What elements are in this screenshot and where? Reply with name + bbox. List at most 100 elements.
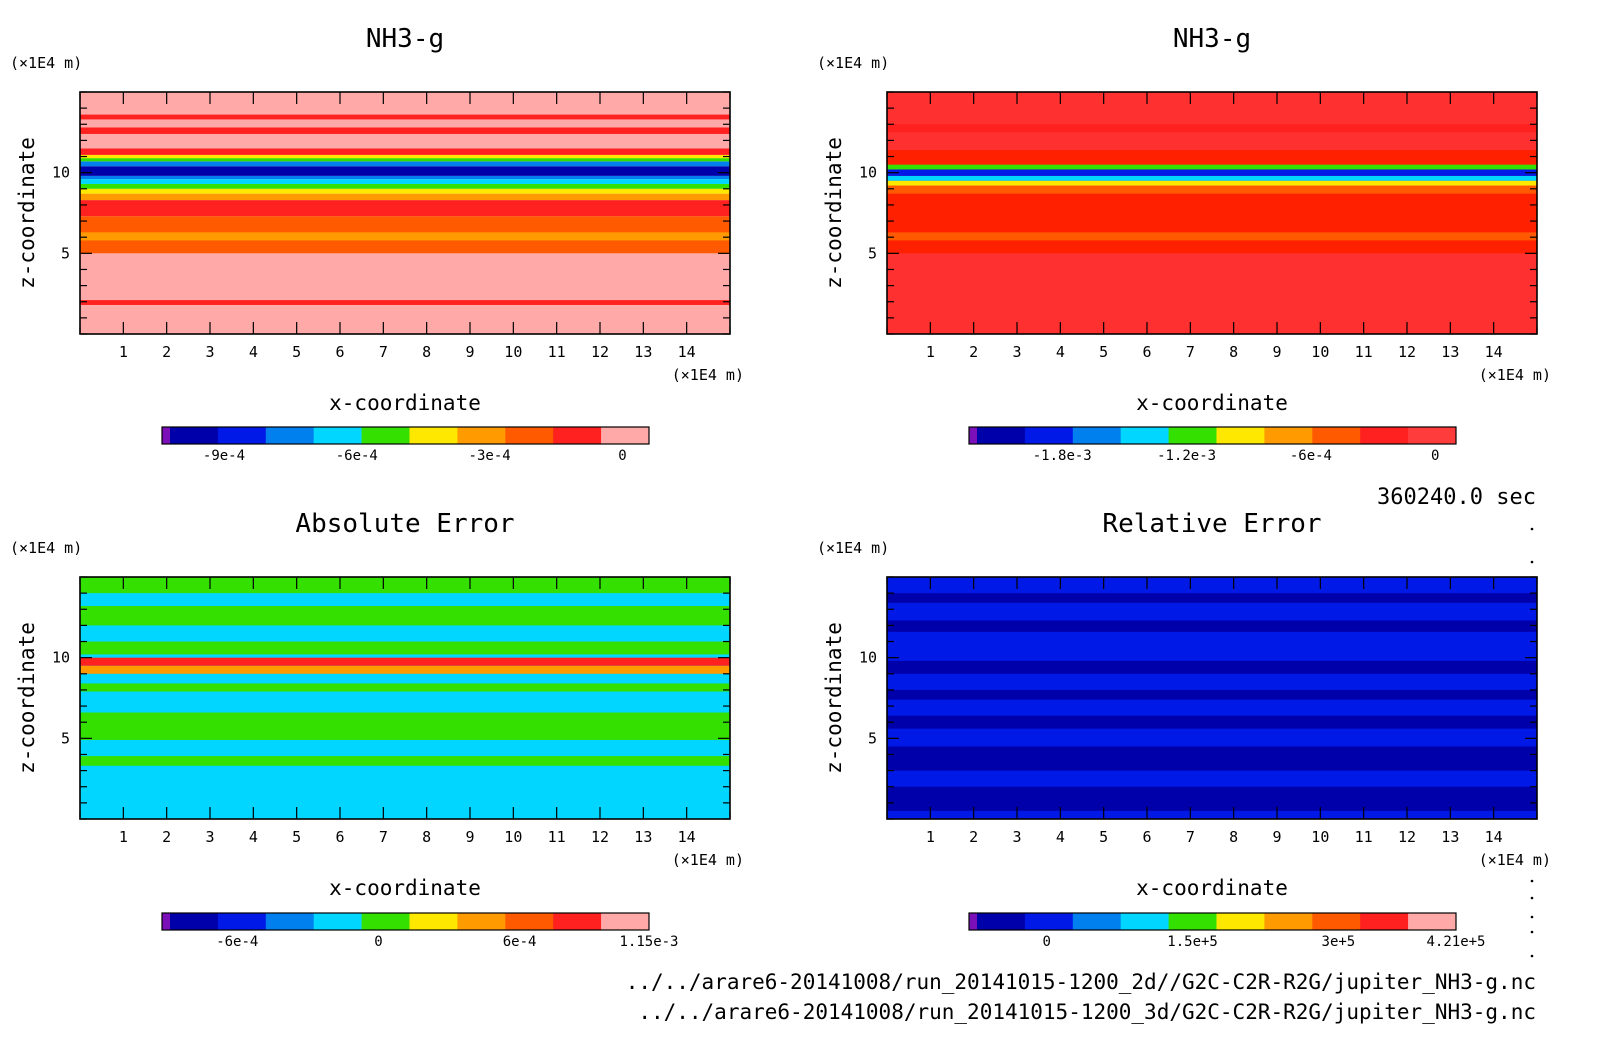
colorbar-swatch	[1312, 913, 1361, 930]
colorbar-label: 0	[1043, 934, 1051, 950]
x-tick-label: 4	[1056, 828, 1065, 846]
colorbar-swatch	[1360, 427, 1409, 444]
colorbar-frame	[968, 912, 1457, 931]
colorbar-swatch	[217, 913, 267, 930]
plot-frame	[79, 576, 731, 820]
colorbar-label: -1.2e-3	[1157, 448, 1216, 464]
colorbar-label: -1.8e-3	[1033, 448, 1092, 464]
contour-band-8	[80, 183, 730, 189]
contour-band-2	[887, 746, 1537, 771]
colorbar-swatch	[1024, 913, 1074, 930]
colorbar-swatch	[601, 913, 650, 930]
colorbar-label: 1.15e-3	[619, 934, 678, 950]
x-tick-label: 5	[1099, 828, 1108, 846]
x-tick-label: 6	[1142, 828, 1151, 846]
contour-band-9	[887, 124, 1537, 133]
contour-band-4	[887, 180, 1537, 186]
x-tick-label: 4	[249, 343, 258, 361]
x-tick-label: 8	[1229, 828, 1238, 846]
x-tick-label: 5	[292, 343, 301, 361]
colorbar-swatch	[162, 427, 171, 444]
y-unit-label: (×1E4 m)	[817, 539, 889, 557]
x-tick-label: 13	[1441, 343, 1459, 361]
contour-band-7	[887, 164, 1537, 170]
x-tick-label: 10	[504, 343, 522, 361]
x-tick-label: 14	[1485, 343, 1503, 361]
y-tick-label: 5	[61, 729, 70, 747]
contour-band-2	[80, 308, 730, 334]
x-tick-label: 2	[162, 828, 171, 846]
x-tick-label: 12	[1398, 343, 1416, 361]
x-axis-label: x-coordinate	[1136, 876, 1288, 900]
contour-band-17	[80, 127, 730, 134]
x-tick-label: 7	[1186, 828, 1195, 846]
contour-band-16	[80, 92, 730, 149]
x-tick-label: 6	[1142, 343, 1151, 361]
colorbar-frame	[161, 426, 650, 445]
contour-band-7	[887, 593, 1537, 603]
colorbar-label: 0	[374, 934, 382, 950]
plot-frame	[886, 91, 1538, 335]
x-unit-label: (×1E4 m)	[672, 851, 744, 869]
contour-field	[80, 577, 730, 819]
x-unit-label: (×1E4 m)	[1479, 366, 1551, 384]
edge-dot	[1530, 560, 1534, 564]
colorbar-swatch	[505, 913, 554, 930]
y-axis-label: z-coordinate	[15, 622, 39, 774]
colorbar: -9e-4 -6e-4 -3e-4 0	[161, 426, 650, 464]
x-tick-label: 13	[634, 828, 652, 846]
x-tick-label: 12	[1398, 828, 1416, 846]
x-tick-label: 14	[678, 828, 696, 846]
colorbar-swatch	[553, 427, 602, 444]
colorbar-swatch	[313, 913, 362, 930]
contour-band-1	[887, 786, 1537, 811]
chart-title: Absolute Error	[295, 509, 514, 539]
x-tick-label: 1	[926, 828, 935, 846]
x-tick-label: 9	[1272, 343, 1281, 361]
contour-band-1	[80, 712, 730, 740]
contour-band-12	[80, 161, 730, 167]
colorbar-swatch	[1216, 913, 1265, 930]
colorbar-swatch	[977, 427, 1026, 444]
contour-band-11	[80, 166, 730, 176]
colorbar-swatch	[1120, 427, 1169, 444]
contour-field	[887, 577, 1537, 819]
y-tick-label: 5	[868, 729, 877, 747]
x-tick-label: 2	[162, 343, 171, 361]
colorbar-swatch	[1312, 427, 1361, 444]
colorbar-label: 6e-4	[503, 934, 537, 950]
colorbar-swatch	[409, 913, 458, 930]
x-tick-label: 11	[548, 343, 566, 361]
colorbar-swatch	[553, 913, 602, 930]
x-tick-label: 10	[504, 828, 522, 846]
contour-band-6	[887, 169, 1537, 176]
x-tick-label: 11	[1355, 828, 1373, 846]
x-tick-label: 2	[969, 343, 978, 361]
x-tick-label: 14	[1485, 828, 1503, 846]
colorbar: -6e-4 0 6e-4 1.15e-3	[161, 912, 679, 950]
x-unit-label: (×1E4 m)	[672, 366, 744, 384]
contour-band-4	[80, 232, 730, 241]
x-tick-label: 6	[335, 343, 344, 361]
colorbar-label: 4.21e+5	[1426, 934, 1485, 950]
contour-band-3	[887, 715, 1537, 729]
colorbar-swatch	[457, 427, 506, 444]
colorbar-swatch	[1168, 427, 1217, 444]
y-tick-label: 5	[61, 244, 70, 262]
contour-band-5	[80, 200, 730, 217]
x-tick-label: 12	[591, 828, 609, 846]
x-tick-label: 10	[1311, 828, 1329, 846]
x-tick-label: 6	[335, 828, 344, 846]
x-tick-label: 13	[1441, 828, 1459, 846]
x-tick-label: 9	[1272, 828, 1281, 846]
y-axis-label: z-coordinate	[822, 137, 846, 289]
x-tick-label: 8	[422, 343, 431, 361]
x-tick-label: 3	[205, 828, 214, 846]
x-axis-label: x-coordinate	[329, 876, 481, 900]
x-tick-label: 11	[1355, 343, 1373, 361]
contour-band-8	[80, 577, 730, 594]
colorbar-frame	[968, 426, 1457, 445]
